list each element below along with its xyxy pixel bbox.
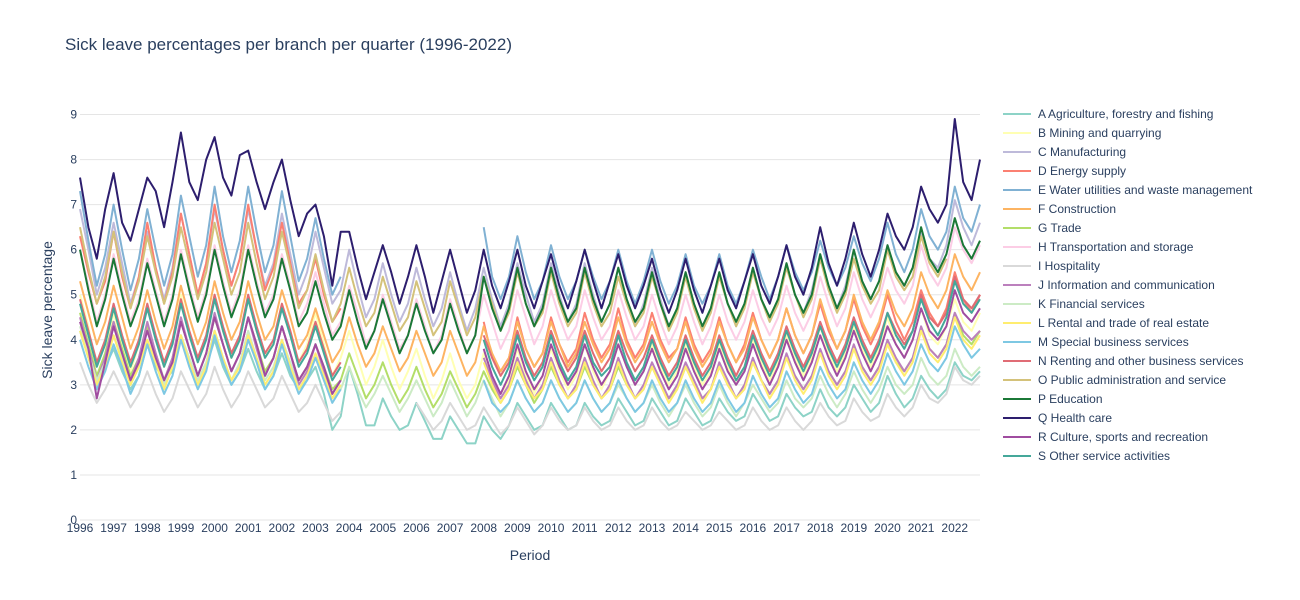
x-tick-label: 1999 [168,521,195,535]
legend-label: L Rental and trade of real estate [1038,316,1209,330]
x-tick-label: 2020 [874,521,901,535]
x-tick-label: 2006 [403,521,430,535]
legend-item-b[interactable]: B Mining and quarrying [1003,126,1161,140]
legend-label: G Trade [1038,221,1082,235]
x-tick-label: 2007 [437,521,464,535]
legend-item-m[interactable]: M Special business services [1003,335,1189,349]
legend-item-r[interactable]: R Culture, sports and recreation [1003,430,1208,444]
legend-item-g[interactable]: G Trade [1003,221,1082,235]
x-tick-label: 2011 [572,521,598,535]
x-tick-label: 2001 [235,521,262,535]
x-tick-label: 2010 [538,521,565,535]
y-tick-label: 0 [70,513,77,527]
x-tick-label: 1998 [134,521,161,535]
y-tick-label: 1 [70,468,77,482]
series-line-r[interactable] [79,289,981,400]
legend-label: R Culture, sports and recreation [1038,430,1208,444]
x-tick-label: 2002 [269,521,296,535]
x-tick-label: 2003 [302,521,329,535]
series-line-q[interactable] [79,118,981,314]
x-tick-label: 2004 [336,521,363,535]
legend-label: F Construction [1038,202,1116,216]
legend-item-d[interactable]: D Energy supply [1003,164,1126,178]
legend-item-p[interactable]: P Education [1003,392,1103,406]
legend-label: M Special business services [1038,335,1189,349]
legend-label: Q Health care [1038,411,1112,425]
legend-item-e[interactable]: E Water utilities and waste management [1003,183,1253,197]
legend-label: J Information and communication [1038,278,1215,292]
legend-item-f[interactable]: F Construction [1003,202,1116,216]
x-tick-label: 2016 [740,521,767,535]
legend-item-j[interactable]: J Information and communication [1003,278,1215,292]
series-line-m[interactable] [79,325,981,413]
x-tick-label: 2009 [504,521,531,535]
legend-label: C Manufacturing [1038,145,1126,159]
series-line-h[interactable] [79,226,981,355]
x-tick-label: 2008 [470,521,497,535]
legend-item-q[interactable]: Q Health care [1003,411,1112,425]
legend-item-o[interactable]: O Public administration and service [1003,373,1226,387]
legend-item-i[interactable]: I Hospitality [1003,259,1100,273]
legend-label: A Agriculture, forestry and fishing [1038,107,1213,121]
legend-label: E Water utilities and waste management [1038,183,1253,197]
legend-item-c[interactable]: C Manufacturing [1003,145,1126,159]
legend-label: N Renting and other business services [1038,354,1243,368]
legend-label: P Education [1038,392,1103,406]
legend-label: I Hospitality [1038,259,1100,273]
legend-item-k[interactable]: K Financial services [1003,297,1145,311]
series-layer [79,118,981,445]
y-tick-label: 9 [70,108,77,122]
series-line-p[interactable] [79,217,981,355]
legend-label: B Mining and quarrying [1038,126,1161,140]
x-tick-label: 2014 [672,521,699,535]
legend-label: D Energy supply [1038,164,1126,178]
legend-label: O Public administration and service [1038,373,1226,387]
series-line-s[interactable] [79,280,981,386]
x-tick-label: 2013 [639,521,666,535]
x-axis-ticks: 1996 1997 1998 1999 2000 2001 2002 2003 2004 2005… [67,521,969,535]
y-tick-label: 7 [70,198,77,212]
y-axis-ticks: 0 1 2 3 4 5 6 7 8 9 [70,108,77,527]
y-axis-title: Sick leave percentage [39,241,55,379]
legend-item-a[interactable]: A Agriculture, forestry and fishing [1003,107,1213,121]
x-axis-title: Period [510,547,550,563]
x-tick-label: 1997 [100,521,127,535]
series-line-i[interactable] [79,361,981,436]
legend-label: K Financial services [1038,297,1145,311]
legend-item-l[interactable]: L Rental and trade of real estate [1003,316,1209,330]
x-tick-label: 2015 [706,521,733,535]
x-tick-label: 2018 [807,521,834,535]
x-tick-label: 2019 [840,521,867,535]
x-tick-label: 2017 [773,521,800,535]
y-tick-label: 4 [70,333,77,347]
legend-label: H Transportation and storage [1038,240,1194,254]
series-line-f[interactable] [79,253,981,377]
y-tick-label: 5 [70,288,77,302]
y-tick-label: 3 [70,378,77,392]
x-tick-label: 2000 [201,521,228,535]
legend-item-h[interactable]: H Transportation and storage [1003,240,1194,254]
y-tick-label: 2 [70,423,77,437]
x-tick-label: 2005 [369,521,396,535]
series-line-e[interactable] [79,185,981,305]
series-line-l[interactable] [79,316,981,404]
legend-item-n[interactable]: N Renting and other business services [1003,354,1243,368]
x-tick-label: 2012 [605,521,632,535]
chart-title: Sick leave percentages per branch per qu… [65,35,512,54]
legend[interactable]: A Agriculture, forestry and fishing B Min… [1003,107,1253,463]
legend-label: S Other service activities [1038,449,1170,463]
x-tick-label: 2021 [908,521,935,535]
x-tick-label: 2022 [941,521,968,535]
y-tick-label: 8 [70,153,77,167]
y-tick-label: 6 [70,243,77,257]
x-tick-label: 1996 [67,521,94,535]
legend-item-s[interactable]: S Other service activities [1003,449,1170,463]
